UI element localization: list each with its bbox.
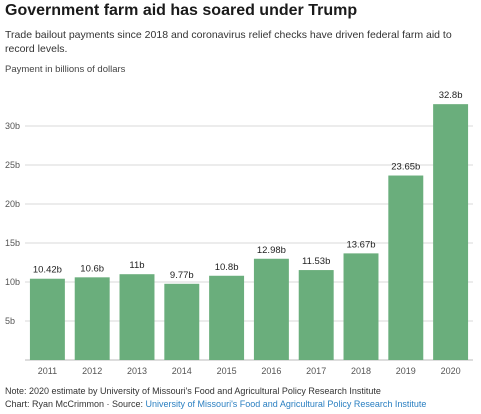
y-tick-label: 15b — [5, 238, 20, 248]
chart-subtitle: Trade bailout payments since 2018 and co… — [5, 29, 452, 55]
bar — [29, 278, 65, 360]
x-tick-label: 2018 — [351, 366, 371, 376]
data-label: 32.8b — [439, 90, 463, 101]
y-tick-label: 10b — [5, 277, 20, 287]
bar — [343, 253, 379, 360]
unit-label: Payment in billions of dollars — [5, 64, 126, 75]
data-label: 12.98b — [257, 245, 286, 256]
data-label: 11.53b — [302, 256, 330, 267]
x-tick-label: 2017 — [306, 366, 326, 376]
source-link[interactable]: University of Missouri's Food and Agricu… — [145, 399, 427, 409]
chart-title: Government farm aid has soared under Tru… — [5, 2, 358, 19]
x-tick-label: 2011 — [38, 366, 57, 376]
chart-note: Note: 2020 estimate by University of Mis… — [5, 386, 381, 396]
y-tick-label: 30b — [5, 121, 20, 131]
bar — [164, 283, 200, 360]
y-tick-label: 5b — [5, 316, 15, 326]
data-label: 10.42b — [33, 265, 62, 276]
bar — [433, 104, 469, 360]
bar — [119, 274, 155, 360]
x-tick-label: 2014 — [172, 366, 192, 376]
bar — [298, 270, 334, 360]
data-label: 13.67b — [346, 239, 375, 250]
chart-credit: Chart: Ryan McCrimmon · Source: Universi… — [5, 399, 426, 409]
data-label: 11b — [129, 260, 144, 271]
y-tick-label: 20b — [5, 199, 20, 209]
bar — [388, 175, 424, 360]
data-label: 23.65b — [391, 162, 420, 173]
data-label: 10.6b — [80, 263, 104, 274]
x-tick-label: 2013 — [127, 366, 147, 376]
y-tick-label: 25b — [5, 160, 20, 170]
bar — [253, 258, 289, 360]
data-label: 10.8b — [215, 262, 239, 273]
data-label: 9.77b — [170, 270, 194, 281]
x-tick-label: 2019 — [396, 366, 416, 376]
bar — [74, 277, 110, 360]
x-tick-label: 2012 — [82, 366, 102, 376]
x-tick-label: 2015 — [217, 366, 237, 376]
bar — [209, 275, 245, 360]
x-tick-label: 2016 — [261, 366, 281, 376]
x-tick-label: 2020 — [441, 366, 461, 376]
credit-prefix: Chart: Ryan McCrimmon · Source: — [5, 399, 146, 409]
